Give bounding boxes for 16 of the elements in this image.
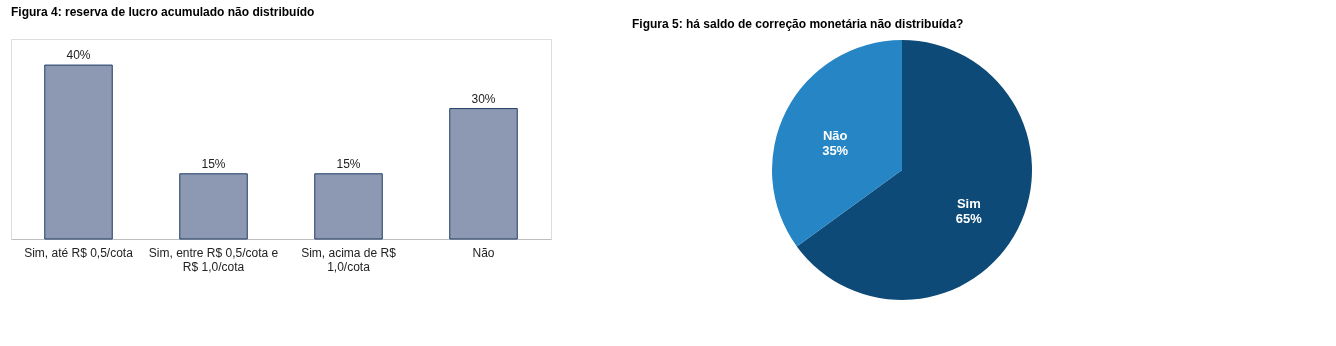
slice-label: Não bbox=[822, 127, 848, 143]
x-tick-label: Sim, acima de R$ 1,0/cota bbox=[301, 245, 397, 274]
data-label: 35% bbox=[822, 142, 849, 158]
data-label: 40% bbox=[66, 48, 91, 63]
pie-slice bbox=[772, 40, 902, 247]
data-label: 15% bbox=[201, 156, 226, 171]
data-label: 15% bbox=[336, 156, 361, 171]
data-label: 65% bbox=[955, 211, 983, 227]
pie-slice bbox=[796, 40, 1032, 300]
x-tick-label: Sim, entre R$ 0,5/cota e R$ 1,0/cota bbox=[148, 245, 279, 274]
slice-label: Sim bbox=[956, 196, 981, 212]
x-tick-label: Sim, até R$ 0,5/cota bbox=[24, 245, 134, 260]
chart-title: Figura 4: reserva de lucro acumulado não distribuído bbox=[11, 5, 315, 19]
chart-title: Figura 5: há saldo de correção monetária não distribuída? bbox=[632, 17, 964, 31]
x-tick-label: Não bbox=[472, 245, 495, 260]
data-label: 30% bbox=[471, 91, 496, 106]
